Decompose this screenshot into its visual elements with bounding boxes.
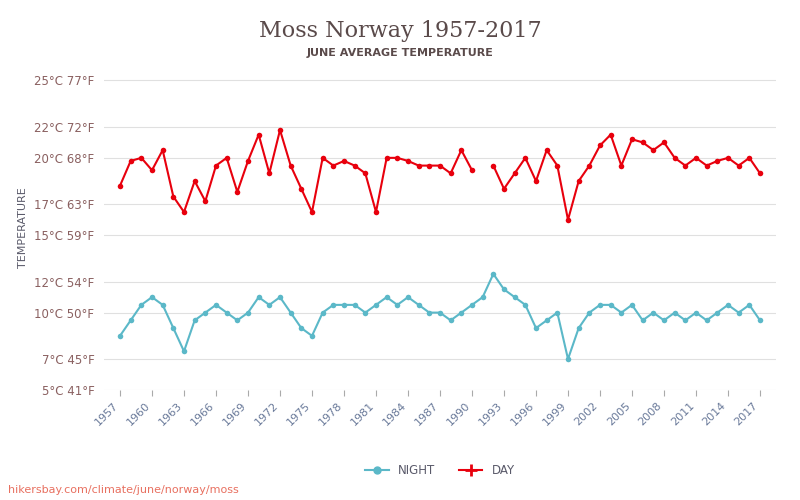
Text: hikersbay.com/climate/june/norway/moss: hikersbay.com/climate/june/norway/moss (8, 485, 238, 495)
Legend: NIGHT, DAY: NIGHT, DAY (360, 459, 520, 481)
Y-axis label: TEMPERATURE: TEMPERATURE (18, 187, 28, 268)
Text: Moss Norway 1957-2017: Moss Norway 1957-2017 (258, 20, 542, 42)
Text: JUNE AVERAGE TEMPERATURE: JUNE AVERAGE TEMPERATURE (306, 48, 494, 58)
